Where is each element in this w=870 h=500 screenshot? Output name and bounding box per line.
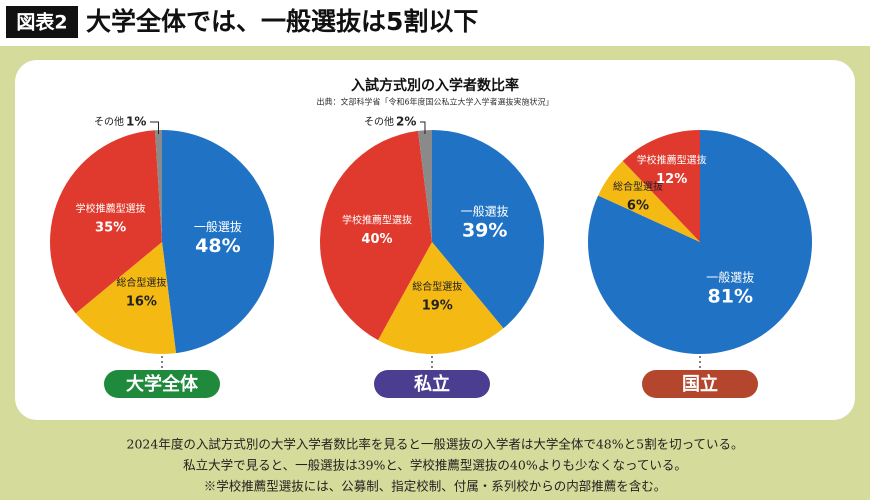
- pie-slice: [320, 130, 432, 341]
- leader-line: [150, 121, 159, 134]
- pie-slice: [162, 130, 275, 354]
- source: 出典：文部科学省「令和6年度国公私立大学入学者選抜実施状況」: [316, 97, 553, 107]
- slice-category: 学校推薦型選抜: [342, 214, 412, 227]
- pie-slice: [75, 242, 177, 354]
- panel-title: 入試方式別の入学者数比率: [351, 77, 519, 94]
- badge: 図表2: [16, 11, 67, 34]
- slice-category: 一般選抜: [194, 219, 242, 234]
- page-title: 大学全体では、一般選抜は5割以下: [86, 7, 478, 36]
- slice-value-label: 19%: [422, 298, 453, 313]
- pie-title: 私立: [414, 373, 450, 395]
- pie-title-pill: [642, 370, 758, 398]
- slice-category: 一般選抜: [706, 270, 754, 285]
- pie-slice: [378, 242, 504, 354]
- slice-category: 総合型選抜: [613, 180, 663, 193]
- slice-value-label: 1%: [126, 115, 146, 129]
- slice-value-label: 12%: [656, 172, 687, 187]
- slice-value-label: 39%: [462, 220, 507, 242]
- leader-line: [420, 121, 426, 134]
- slice-value-label: 2%: [396, 115, 416, 129]
- note: 私立大学で見ると、一般選抜は39%と、学校推薦型選抜の40%よりも少なくなってい…: [183, 458, 687, 473]
- pie-slice: [432, 130, 544, 329]
- note: 2024年度の入試方式別の大学入学者数比率を見ると一般選抜の入学者は大学全体で4…: [127, 437, 744, 452]
- pie-slice: [50, 130, 163, 314]
- note: ※学校推薦型選抜には、公募制、指定校制、付属・系列校からの内部推薦を含む。: [204, 479, 667, 494]
- slice-value-label: 40%: [361, 232, 392, 247]
- slice-category: 学校推薦型選抜: [76, 202, 146, 215]
- pie-slice: [417, 130, 432, 242]
- pie-slice: [154, 130, 162, 242]
- pie-title-pill: [374, 370, 490, 398]
- pie-slice: [598, 160, 700, 242]
- pie-title: 大学全体: [126, 373, 199, 395]
- slice-value-label: 48%: [195, 235, 240, 257]
- slice-category: 総合型選抜: [116, 276, 166, 289]
- slice-value-label: 6%: [627, 198, 649, 213]
- slice-category: その他: [94, 115, 124, 128]
- header-band: [0, 0, 870, 46]
- slice-category: その他: [364, 115, 394, 128]
- slice-category: 一般選抜: [461, 204, 509, 219]
- slice-category: 学校推薦型選抜: [637, 153, 707, 166]
- pie-title-pill: [104, 370, 220, 398]
- slice-value-label: 16%: [126, 295, 157, 310]
- badge-box: [6, 6, 78, 38]
- pie-title: 国立: [682, 373, 718, 395]
- slice-category: 総合型選抜: [412, 280, 462, 293]
- slice-value-label: 81%: [708, 286, 753, 308]
- pie-slice: [588, 130, 812, 355]
- slice-value-label: 35%: [95, 220, 126, 235]
- pie-slice: [622, 130, 700, 242]
